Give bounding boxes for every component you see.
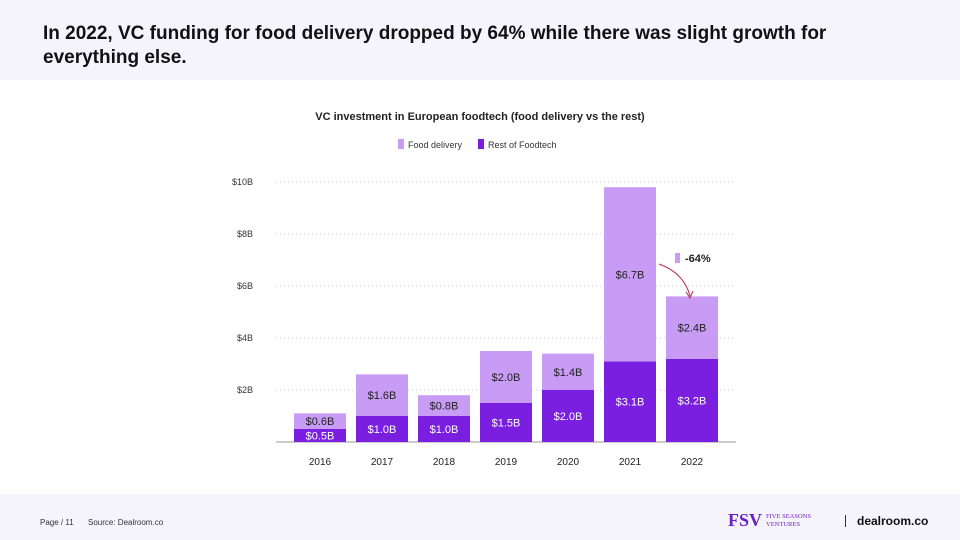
data-label: $1.6B <box>368 390 397 402</box>
y-tick-label: $8B <box>237 229 253 239</box>
data-label: $1.0B <box>368 424 397 436</box>
bar-rest-of-foodtech <box>356 416 408 442</box>
decline-annotation: -64% <box>658 253 711 300</box>
x-tick-label: 2017 <box>371 457 394 468</box>
bar-food-delivery <box>418 395 470 416</box>
y-tick-label: $2B <box>237 385 253 395</box>
divider <box>845 515 846 527</box>
bar-food-delivery <box>356 374 408 416</box>
bar-rest-of-foodtech <box>604 361 656 442</box>
page-title: In 2022, VC funding for food delivery dr… <box>43 23 827 68</box>
x-tick-label: 2018 <box>433 457 456 468</box>
data-label: $0.6B <box>306 416 335 428</box>
bar-food-delivery <box>480 351 532 403</box>
legend-swatch <box>398 139 404 149</box>
y-tick-label: $10B <box>232 177 253 187</box>
x-tick-label: 2020 <box>557 457 580 468</box>
bar-rest-of-foodtech <box>666 358 718 442</box>
y-tick-label: $6B <box>237 281 253 291</box>
legend-label: Food delivery <box>408 140 463 150</box>
decline-arrow <box>658 263 691 297</box>
bar-food-delivery <box>666 296 718 359</box>
data-label: $0.5B <box>306 431 335 443</box>
x-tick-label: 2022 <box>681 457 704 468</box>
y-tick-label: $4B <box>237 333 253 343</box>
data-label: $6.7B <box>616 269 645 281</box>
chart-title: VC investment in European foodtech (food… <box>315 111 645 123</box>
legend-label: Rest of Foodtech <box>488 140 557 150</box>
bar-food-delivery <box>542 353 594 390</box>
legend-swatch <box>478 139 484 149</box>
data-label: $2.0B <box>554 411 583 423</box>
data-label: $3.2B <box>678 395 707 407</box>
bar-rest-of-foodtech <box>480 403 532 442</box>
footer <box>0 494 960 540</box>
header-band <box>0 0 960 80</box>
page-number: Page / 11 <box>40 518 74 527</box>
bar-rest-of-foodtech <box>418 416 470 442</box>
bar-rest-of-foodtech <box>294 429 346 442</box>
bar-food-delivery <box>604 187 656 362</box>
bar-food-delivery <box>294 413 346 429</box>
data-label: $0.8B <box>430 401 459 413</box>
data-label: $1.4B <box>554 367 583 379</box>
bar-rest-of-foodtech <box>542 390 594 442</box>
fsv-logo: FSV FIVE SEASONS VENTURES <box>728 510 811 530</box>
annotation-swatch <box>675 253 680 263</box>
x-tick-label: 2021 <box>619 457 642 468</box>
dealroom-logo: dealroom.co <box>857 514 929 528</box>
x-tick-label: 2019 <box>495 457 518 468</box>
legend: Food delivery Rest of Foodtech <box>398 139 557 150</box>
annotation-label: -64% <box>685 253 711 265</box>
data-label: $1.5B <box>492 418 521 430</box>
source-note: Source: Dealroom.co <box>88 518 164 527</box>
x-tick-label: 2016 <box>309 457 332 468</box>
data-label: $2.4B <box>678 323 707 335</box>
data-label: $1.0B <box>430 424 459 436</box>
data-label: $2.0B <box>492 372 521 384</box>
data-label: $3.1B <box>616 397 645 409</box>
